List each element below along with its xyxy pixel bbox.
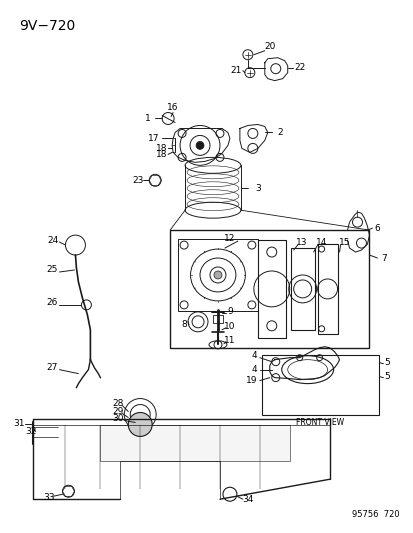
Text: 7: 7	[381, 254, 386, 263]
Text: 31: 31	[13, 419, 24, 428]
Text: 17: 17	[148, 134, 159, 143]
Text: 34: 34	[242, 495, 253, 504]
Text: 18: 18	[156, 144, 168, 153]
Text: 19: 19	[245, 376, 257, 385]
Text: 12: 12	[224, 233, 235, 243]
Text: 95756  720: 95756 720	[351, 510, 399, 519]
Text: 3: 3	[254, 184, 260, 193]
Text: 32: 32	[25, 427, 36, 436]
Text: 13: 13	[295, 238, 307, 247]
Text: 14: 14	[315, 238, 327, 247]
Text: 6: 6	[374, 224, 380, 232]
Circle shape	[214, 271, 221, 279]
Bar	[100, 425, 289, 462]
Bar	[290, 248, 314, 330]
Text: 1: 1	[145, 114, 151, 123]
Text: 28: 28	[112, 399, 123, 408]
Text: 16: 16	[167, 103, 178, 112]
Text: 18: 18	[156, 150, 168, 159]
Text: 25: 25	[47, 265, 58, 274]
Bar	[261, 354, 378, 415]
Bar	[212, 315, 223, 323]
Circle shape	[196, 141, 204, 149]
Text: 22: 22	[293, 63, 304, 72]
Text: 23: 23	[132, 176, 144, 185]
Text: 27: 27	[47, 363, 58, 372]
Text: 2: 2	[276, 128, 282, 137]
Text: 5: 5	[384, 358, 389, 367]
Text: 5: 5	[384, 372, 389, 381]
Text: 26: 26	[47, 298, 58, 308]
Text: 10: 10	[223, 322, 235, 332]
Text: 8: 8	[181, 320, 187, 329]
Text: 9: 9	[226, 308, 232, 317]
Bar	[317, 244, 337, 334]
Text: 9V−720: 9V−720	[19, 19, 75, 33]
Text: 33: 33	[43, 492, 54, 502]
Text: 21: 21	[230, 66, 241, 75]
Text: 15: 15	[338, 238, 349, 247]
Text: 11: 11	[223, 336, 235, 345]
Text: 4: 4	[252, 365, 257, 374]
Circle shape	[128, 413, 152, 437]
Text: FRONT VIEW: FRONT VIEW	[295, 418, 343, 427]
Text: 24: 24	[47, 236, 58, 245]
Bar	[170, 230, 368, 348]
Text: 29: 29	[112, 407, 123, 416]
Text: 20: 20	[263, 42, 275, 51]
Text: 4: 4	[252, 351, 257, 360]
Bar	[178, 239, 257, 311]
Text: 30: 30	[112, 414, 124, 423]
